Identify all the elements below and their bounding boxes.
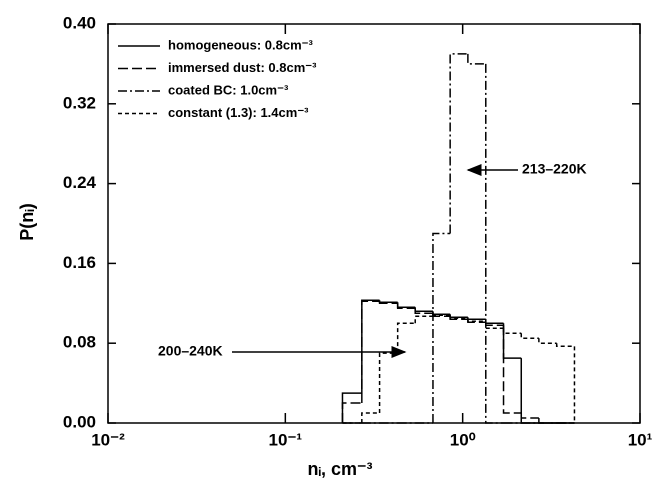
histogram-step xyxy=(502,325,522,414)
histogram-step xyxy=(414,315,433,324)
histogram-step xyxy=(485,319,504,324)
histogram-step xyxy=(449,53,468,234)
histogram-step xyxy=(520,333,539,339)
x-tick-label: 10⁰ xyxy=(450,430,476,449)
histogram-step xyxy=(361,299,380,394)
histogram-step xyxy=(449,315,468,320)
histogram-step xyxy=(361,412,380,423)
histogram-step xyxy=(396,303,416,310)
histogram-step xyxy=(538,338,557,344)
x-tick-label: 10⁻¹ xyxy=(269,430,303,449)
legend-label: constant (1.3): 1.4cm⁻³ xyxy=(168,105,309,120)
histogram-step xyxy=(467,318,486,323)
y-tick-label: 0.16 xyxy=(63,253,96,272)
y-tick-label: 0.40 xyxy=(63,13,96,32)
histogram-step xyxy=(414,307,433,313)
histogram-step xyxy=(485,63,504,424)
histogram-step xyxy=(485,321,504,329)
legend-label: coated BC: 1.0cm⁻³ xyxy=(168,82,289,97)
x-axis-label: nᵢ, cm⁻³ xyxy=(307,459,372,479)
histogram-step xyxy=(396,322,416,354)
y-tick-label: 0.32 xyxy=(63,93,96,112)
annotation: 213–220K xyxy=(522,161,587,177)
x-tick-label: 10⁻² xyxy=(91,430,125,449)
y-tick-label: 0.00 xyxy=(63,412,96,431)
histogram-step xyxy=(432,232,451,423)
histogram-step xyxy=(520,413,539,419)
histogram-step xyxy=(396,302,416,309)
histogram-step xyxy=(414,308,433,315)
histogram-step xyxy=(467,317,486,321)
y-axis-label: P(nᵢ) xyxy=(17,203,37,241)
x-tick-label: 10¹ xyxy=(628,430,653,449)
y-tick-label: 0.24 xyxy=(63,173,97,192)
histogram-step xyxy=(449,314,468,319)
histogram-step xyxy=(432,314,451,317)
histogram-step xyxy=(378,300,398,304)
legend-label: immersed dust: 0.8cm⁻³ xyxy=(168,60,317,75)
histogram-step xyxy=(378,352,398,414)
histogram-step xyxy=(555,343,576,423)
histogram-step xyxy=(520,358,539,424)
histogram-step xyxy=(432,311,451,316)
histogram-step xyxy=(341,402,362,423)
histogram-step xyxy=(361,300,380,404)
histogram-step xyxy=(341,392,362,423)
histogram-step xyxy=(467,53,486,65)
legend-label: homogeneous: 0.8cm⁻³ xyxy=(168,37,313,52)
histogram-step xyxy=(502,323,522,359)
y-tick-label: 0.08 xyxy=(63,333,96,352)
histogram-step xyxy=(378,301,398,305)
annotation: 200–240K xyxy=(158,343,223,359)
histogram-step xyxy=(502,328,522,334)
